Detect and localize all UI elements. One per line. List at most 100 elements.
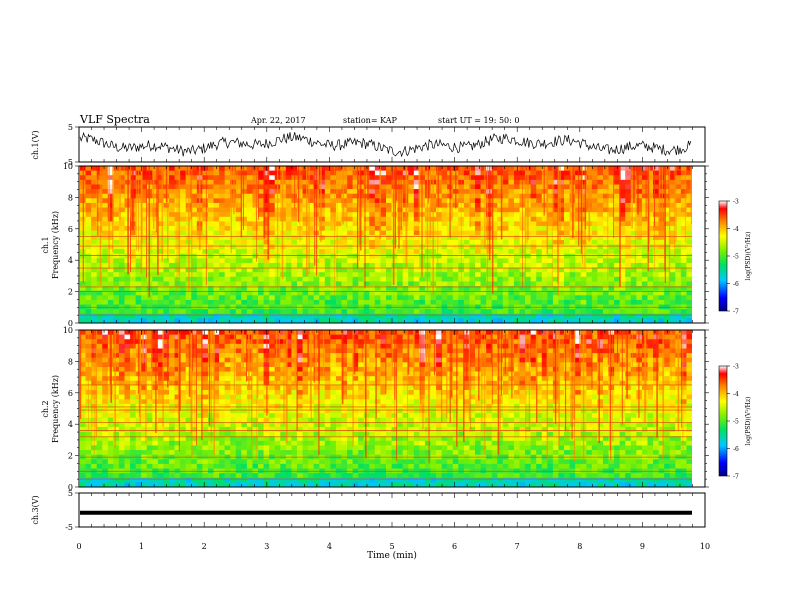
spectrogram-cell — [380, 253, 387, 259]
spectrogram-cell — [335, 276, 342, 282]
spectrogram-cell — [152, 179, 159, 185]
spectrogram-cell — [319, 170, 326, 176]
spectrogram-cell — [113, 436, 120, 442]
spectrogram-cell — [224, 440, 231, 446]
spectrogram-cell — [180, 175, 187, 181]
spectrogram-cell — [480, 272, 487, 278]
spectrogram-cell — [324, 313, 331, 319]
spectrogram-cell — [653, 313, 660, 319]
spectrogram-cell — [263, 179, 270, 185]
spectrogram-cell — [675, 267, 682, 273]
spectrogram-cell — [547, 267, 554, 273]
spectrogram-cell — [475, 230, 481, 236]
spectrogram-cell — [102, 417, 109, 423]
spectrogram-cell — [157, 459, 164, 465]
spectrogram-cell — [141, 272, 148, 278]
spectrogram-cell — [102, 376, 109, 382]
spectrogram-cell — [207, 207, 214, 213]
spectrogram-cell — [224, 417, 231, 423]
spectrogram-cell — [241, 295, 248, 301]
spectrogram-cell — [85, 299, 92, 305]
spectrogram-cell — [263, 170, 270, 176]
spectrogram-cell — [625, 267, 632, 273]
spectrogram-cell — [191, 170, 198, 176]
spectrogram-cell — [96, 450, 103, 456]
spectrogram-cell — [508, 276, 515, 282]
spectrogram-cell — [480, 226, 487, 232]
spectrogram-cell — [413, 290, 420, 296]
spectrogram-cell — [113, 440, 120, 446]
spectrogram-cell — [174, 244, 181, 250]
spectrogram-cell — [513, 221, 520, 227]
spectrogram-cell — [80, 295, 86, 301]
spectrogram-cell — [85, 193, 92, 199]
spectrogram-cell — [246, 198, 253, 204]
spectrogram-cell — [625, 309, 632, 315]
spectrogram-cell — [174, 482, 181, 488]
spectrogram-cell — [224, 313, 231, 319]
spectrogram-cell — [436, 193, 443, 199]
spectrogram-cell — [246, 417, 253, 423]
spectrogram-cell — [96, 166, 103, 172]
spectrogram-cell — [241, 235, 248, 241]
spectrogram-cell — [157, 193, 164, 199]
spectrogram-cell — [163, 334, 170, 340]
spectrogram-cell — [224, 376, 231, 382]
spectrogram-cell — [80, 413, 86, 419]
spectrogram-cell — [597, 318, 604, 324]
spectrogram-cell — [664, 286, 671, 292]
spectrogram-cell — [669, 295, 676, 301]
spectrogram-cell — [291, 216, 298, 222]
spectrogram-cell — [157, 366, 164, 372]
spectrogram-cell — [608, 198, 615, 204]
spectrogram-cell — [141, 357, 148, 363]
spectrogram-cell — [547, 272, 554, 278]
spectrogram-cell — [602, 295, 609, 301]
spectrogram-cell — [452, 318, 459, 324]
spectrogram-cell — [602, 207, 609, 213]
spectrogram-cell — [641, 189, 648, 195]
spectrogram-cell — [558, 198, 565, 204]
spectrogram-cell — [391, 309, 398, 315]
spectrogram-cell — [653, 221, 660, 227]
spectrogram-cell — [441, 166, 448, 172]
spectrogram-cell — [285, 212, 292, 218]
spectrogram-cell — [213, 473, 220, 479]
spectrogram-cell — [107, 482, 114, 488]
spectrogram-cell — [530, 212, 537, 218]
spectrogram-cell — [219, 170, 226, 176]
spectrogram-cell — [196, 366, 203, 372]
spectrogram-cell — [91, 202, 98, 208]
spectrogram-cell — [113, 202, 120, 208]
spectrogram-cell — [625, 212, 632, 218]
spectrogram-cell — [480, 193, 487, 199]
spectrogram-cell — [335, 239, 342, 245]
spectrogram-cell — [213, 366, 220, 372]
spectrogram-cell — [480, 212, 487, 218]
spectrogram-cell — [558, 179, 565, 185]
spectrogram-cell — [664, 267, 671, 273]
spectrogram-cell — [124, 318, 131, 324]
spectrogram-cell — [669, 202, 676, 208]
spectrogram-cell — [285, 267, 292, 273]
spectrogram-cell — [96, 431, 103, 437]
spectrogram-cell — [157, 230, 164, 236]
spectrogram-cell — [219, 198, 226, 204]
spectrogram-cell — [169, 170, 175, 176]
spectrogram-cell — [324, 166, 331, 172]
spectrogram-cell — [335, 179, 342, 185]
spectrogram-cell — [258, 371, 264, 377]
spectrogram-cell — [174, 390, 181, 396]
spectrogram-cell — [636, 207, 643, 213]
spectrogram-cell — [191, 286, 198, 292]
spectrogram-cell — [185, 477, 192, 483]
spectrogram-cell — [341, 221, 348, 227]
spectrogram-cell — [263, 198, 270, 204]
spectrogram-cell — [363, 276, 370, 282]
spectrogram-cell — [630, 290, 637, 296]
spectrogram-cell — [452, 272, 459, 278]
spectrogram-cell — [441, 179, 448, 185]
spectrogram-cell — [202, 459, 209, 465]
spectrogram-cell — [469, 258, 476, 264]
spectrogram-cell — [141, 380, 148, 386]
